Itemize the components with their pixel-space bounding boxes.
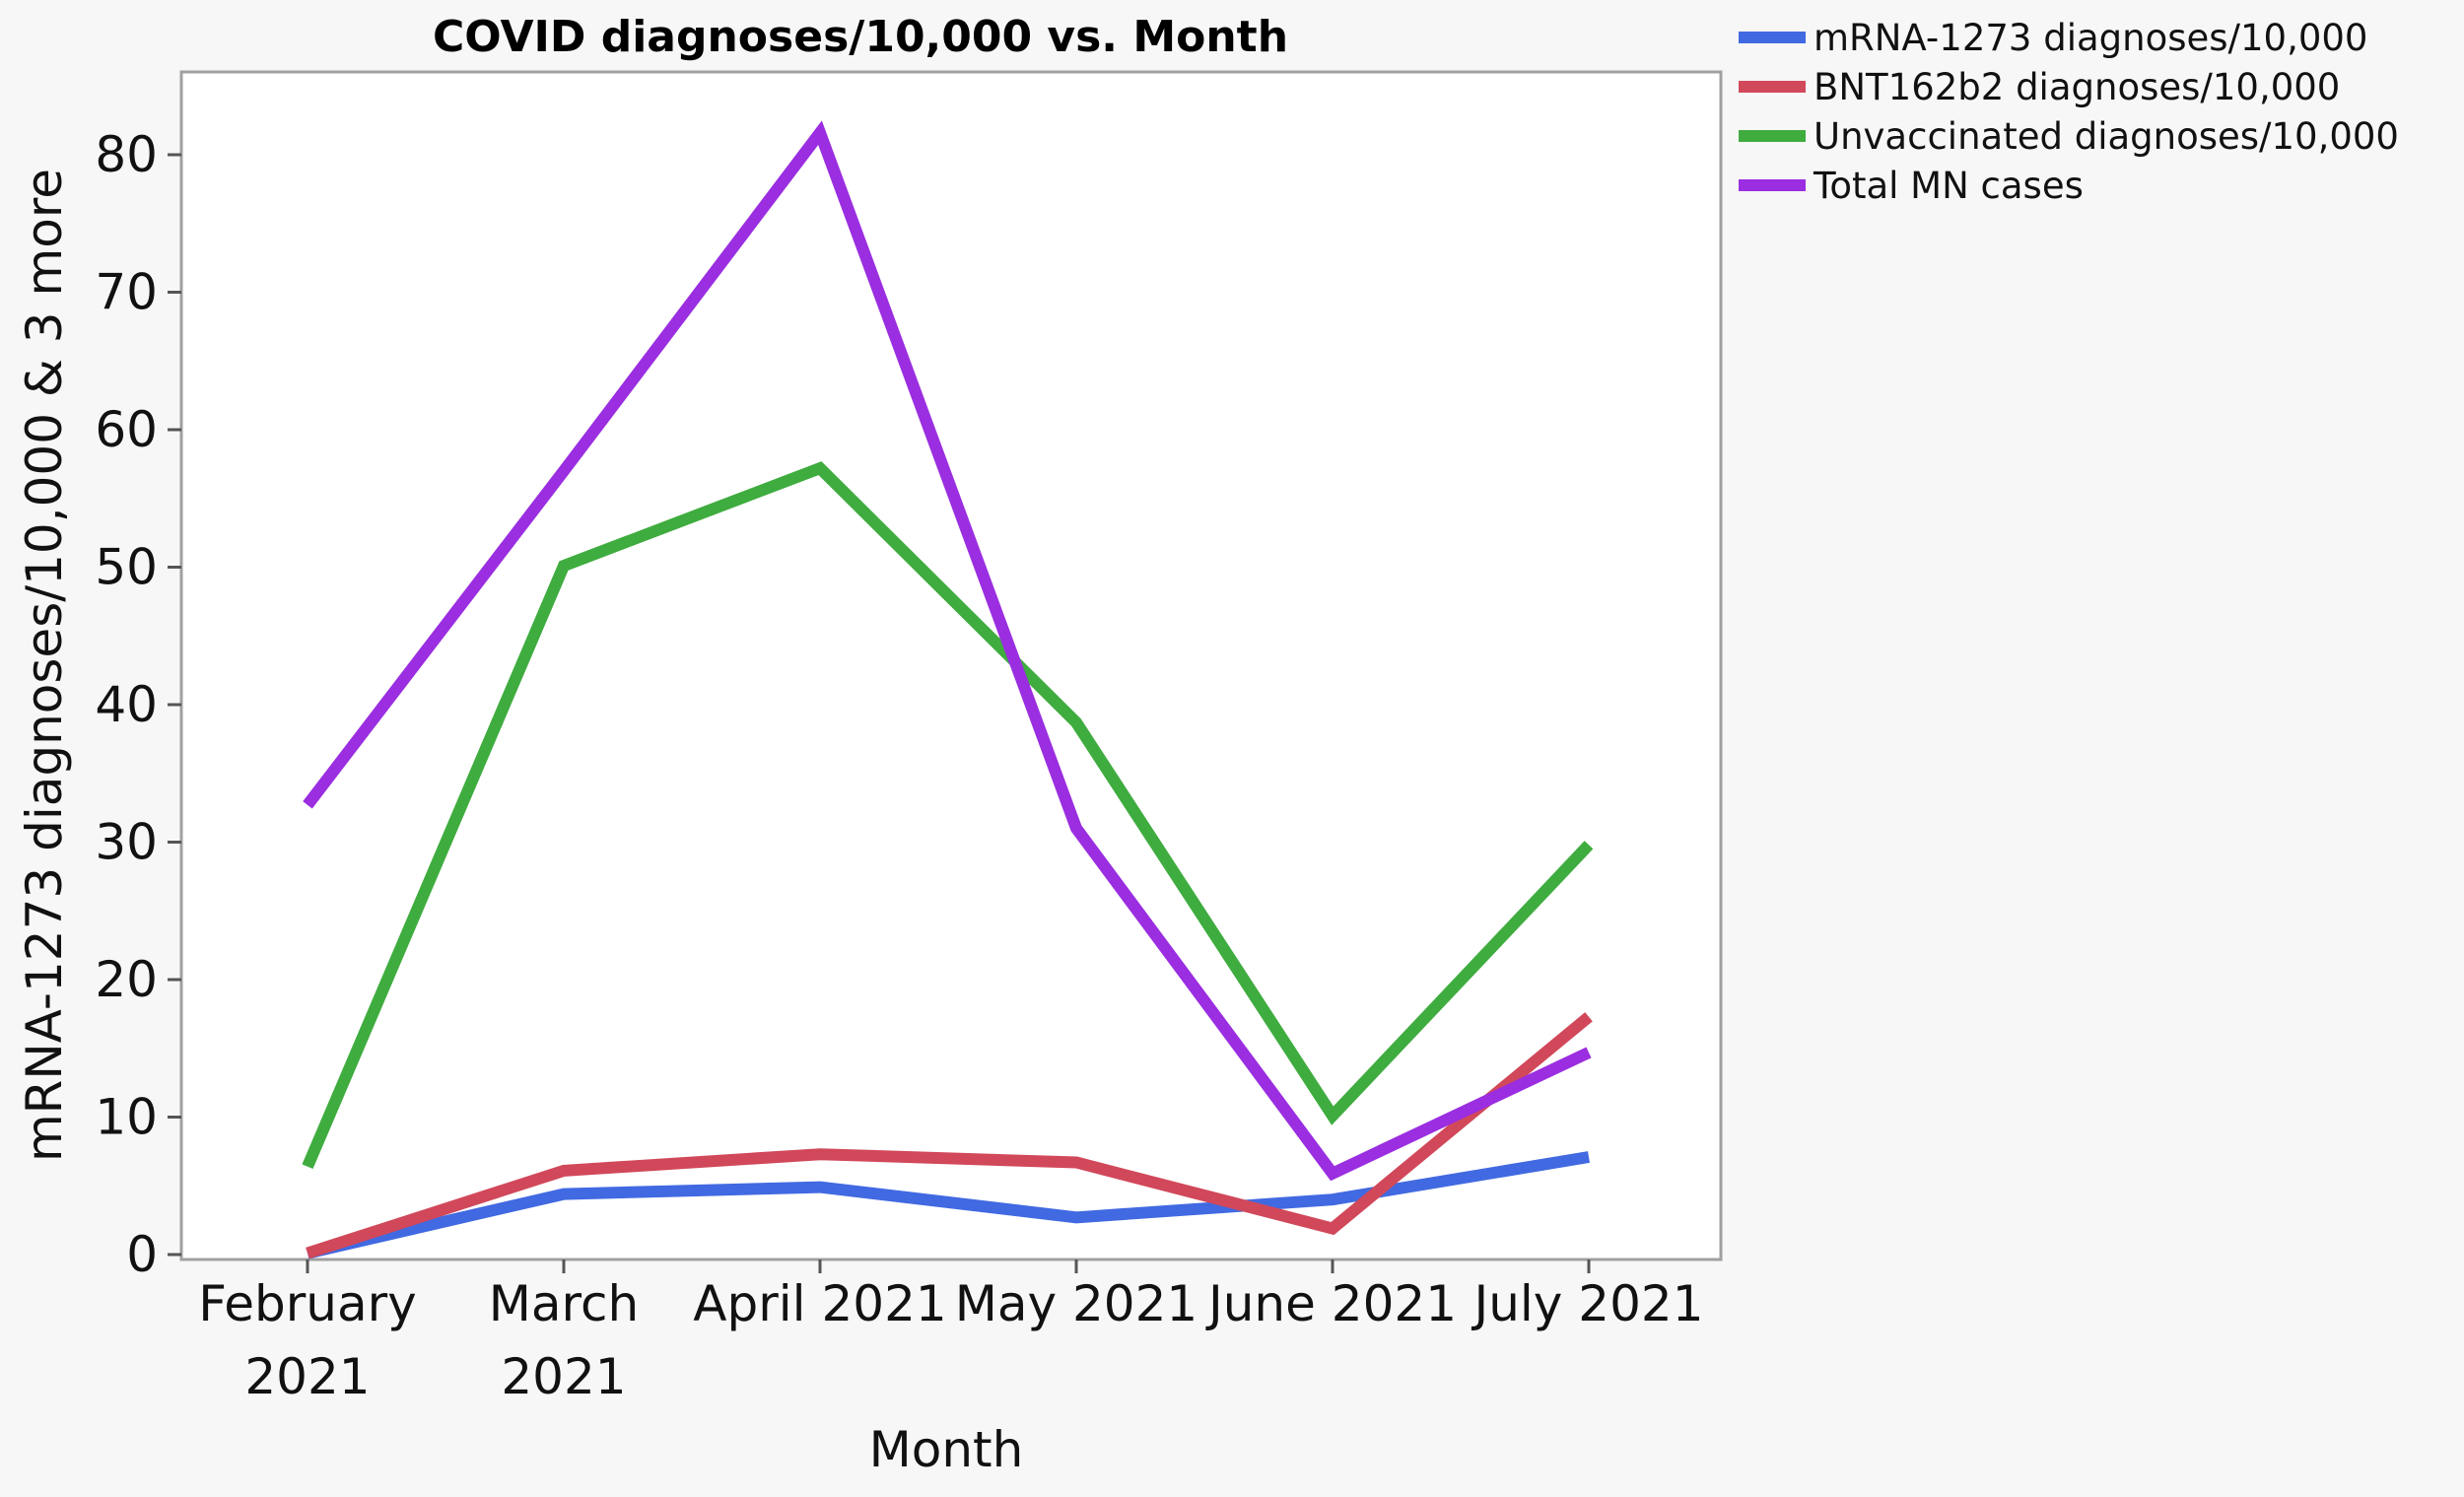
y-tick-label: 70 — [95, 264, 158, 321]
x-tick-label: 2021 — [244, 1348, 370, 1405]
legend: mRNA-1273 diagnoses/10,000 BNT162b2 diagn… — [1739, 17, 2399, 207]
x-tick-label: 2021 — [501, 1348, 626, 1405]
x-tick-label: March — [489, 1275, 639, 1332]
y-tick-label: 40 — [95, 676, 158, 733]
x-axis-label: Month — [869, 1421, 1024, 1478]
x-tick-label: April 2021 — [693, 1275, 946, 1332]
y-tick-label: 0 — [126, 1226, 158, 1283]
x-tick-label: May 2021 — [955, 1275, 1198, 1332]
legend-swatch — [1739, 81, 1806, 93]
series-line-2 — [306, 1012, 1593, 1259]
series-line-3 — [302, 461, 1594, 1170]
y-tick-label: 80 — [95, 126, 158, 183]
legend-swatch — [1739, 179, 1806, 191]
x-tick-label: June 2021 — [1205, 1275, 1457, 1332]
x-tick-label: July 2021 — [1471, 1275, 1703, 1332]
plot-area — [179, 70, 1723, 1261]
y-tick-label: 20 — [95, 951, 158, 1008]
y-axis: 0 10 20 30 40 50 60 70 80 — [95, 126, 181, 1283]
series-lines — [302, 120, 1594, 1259]
legend-swatch — [1739, 130, 1806, 142]
legend-label: Total MN cases — [1813, 165, 2084, 207]
legend-swatch — [1739, 32, 1806, 43]
y-axis-label: mRNA-1273 diagnoses/10,000 & 3 more — [16, 169, 73, 1162]
legend-label: Unvaccinated diagnoses/10,000 — [1814, 115, 2399, 158]
series-line-4 — [303, 120, 1592, 1182]
y-tick-label: 10 — [95, 1089, 158, 1146]
y-tick-label: 60 — [95, 401, 158, 458]
x-tick-label: February — [198, 1275, 417, 1332]
y-tick-label: 50 — [95, 539, 158, 596]
chart-title: COVID diagnoses/10,000 vs. Month — [433, 12, 1288, 62]
legend-label: BNT162b2 diagnoses/10,000 — [1814, 66, 2340, 108]
y-tick-label: 30 — [95, 814, 158, 871]
legend-label: mRNA-1273 diagnoses/10,000 — [1814, 17, 2367, 59]
